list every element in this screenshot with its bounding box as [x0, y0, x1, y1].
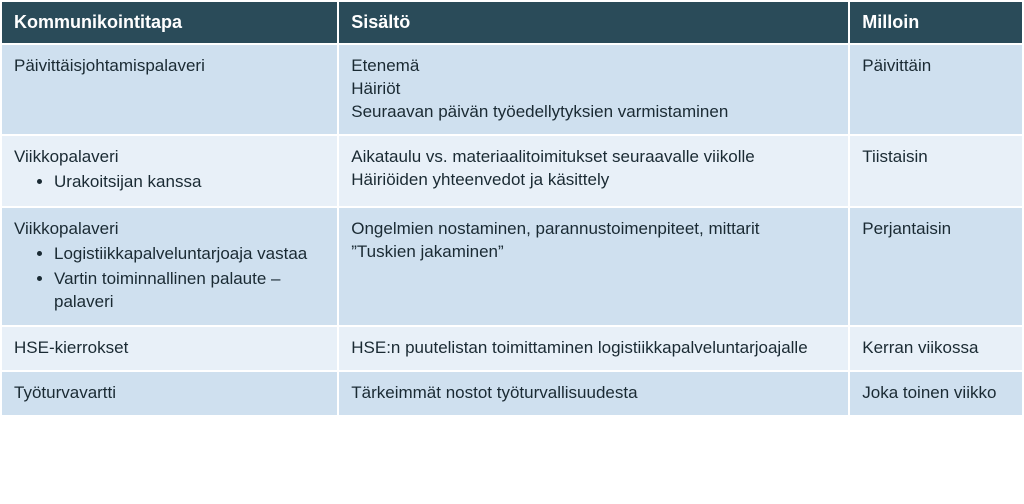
table-body: Päivittäisjohtamispalaveri EtenemäHäiriöt… — [1, 44, 1023, 416]
cell-sisalto: EtenemäHäiriötSeuraavan päivän työedelly… — [338, 44, 849, 135]
content-line: Ongelmien nostaminen, parannustoimenpite… — [351, 218, 836, 241]
cell-milloin: Tiistaisin — [849, 135, 1023, 207]
row-bullet-list: Urakoitsijan kanssa — [14, 171, 325, 194]
table-row: Työturvavartti Tärkeimmät nostot työturva… — [1, 371, 1023, 416]
cell-sisalto: Aikataulu vs. materiaalitoimitukset seur… — [338, 135, 849, 207]
content-line: ”Tuskien jakaminen” — [351, 241, 836, 264]
col-header-1: Sisältö — [338, 1, 849, 44]
table-row: HSE-kierrokset HSE:n puutelistan toimitta… — [1, 326, 1023, 371]
table-header-row: Kommunikointitapa Sisältö Milloin — [1, 1, 1023, 44]
content-line: Häiriöt — [351, 78, 836, 101]
col-header-2: Milloin — [849, 1, 1023, 44]
cell-milloin: Joka toinen viikko — [849, 371, 1023, 416]
cell-milloin: Päivittäin — [849, 44, 1023, 135]
communication-table: Kommunikointitapa Sisältö Milloin Päivit… — [0, 0, 1024, 417]
cell-kommunikointitapa: HSE-kierrokset — [1, 326, 338, 371]
row-bullet-item: Logistiikkapalveluntarjoaja vastaa — [54, 243, 325, 266]
table-row: ViikkopalaveriUrakoitsijan kanssa Aikatau… — [1, 135, 1023, 207]
content-line: Aikataulu vs. materiaalitoimitukset seur… — [351, 146, 836, 169]
content-line: Seuraavan päivän työedellytyksien varmis… — [351, 101, 836, 124]
cell-kommunikointitapa: ViikkopalaveriUrakoitsijan kanssa — [1, 135, 338, 207]
cell-sisalto: Tärkeimmät nostot työturvallisuudesta — [338, 371, 849, 416]
row-bullet-item: Vartin toiminnallinen palaute –palaveri — [54, 268, 325, 314]
col-header-0: Kommunikointitapa — [1, 1, 338, 44]
cell-milloin: Perjantaisin — [849, 207, 1023, 327]
content-line: Häiriöiden yhteenvedot ja käsittely — [351, 169, 836, 192]
cell-sisalto: HSE:n puutelistan toimittaminen logistii… — [338, 326, 849, 371]
content-line: HSE:n puutelistan toimittaminen logistii… — [351, 337, 836, 360]
row-bullet-list: Logistiikkapalveluntarjoaja vastaaVartin… — [14, 243, 325, 314]
row-title: Viikkopalaveri — [14, 218, 325, 241]
table-row: ViikkopalaveriLogistiikkapalveluntarjoaj… — [1, 207, 1023, 327]
row-title: HSE-kierrokset — [14, 337, 325, 360]
cell-kommunikointitapa: Päivittäisjohtamispalaveri — [1, 44, 338, 135]
cell-milloin: Kerran viikossa — [849, 326, 1023, 371]
row-bullet-item: Urakoitsijan kanssa — [54, 171, 325, 194]
content-line: Etenemä — [351, 55, 836, 78]
row-title: Viikkopalaveri — [14, 146, 325, 169]
cell-sisalto: Ongelmien nostaminen, parannustoimenpite… — [338, 207, 849, 327]
table-row: Päivittäisjohtamispalaveri EtenemäHäiriöt… — [1, 44, 1023, 135]
row-title: Päivittäisjohtamispalaveri — [14, 55, 325, 78]
cell-kommunikointitapa: ViikkopalaveriLogistiikkapalveluntarjoaj… — [1, 207, 338, 327]
row-title: Työturvavartti — [14, 382, 325, 405]
cell-kommunikointitapa: Työturvavartti — [1, 371, 338, 416]
content-line: Tärkeimmät nostot työturvallisuudesta — [351, 382, 836, 405]
